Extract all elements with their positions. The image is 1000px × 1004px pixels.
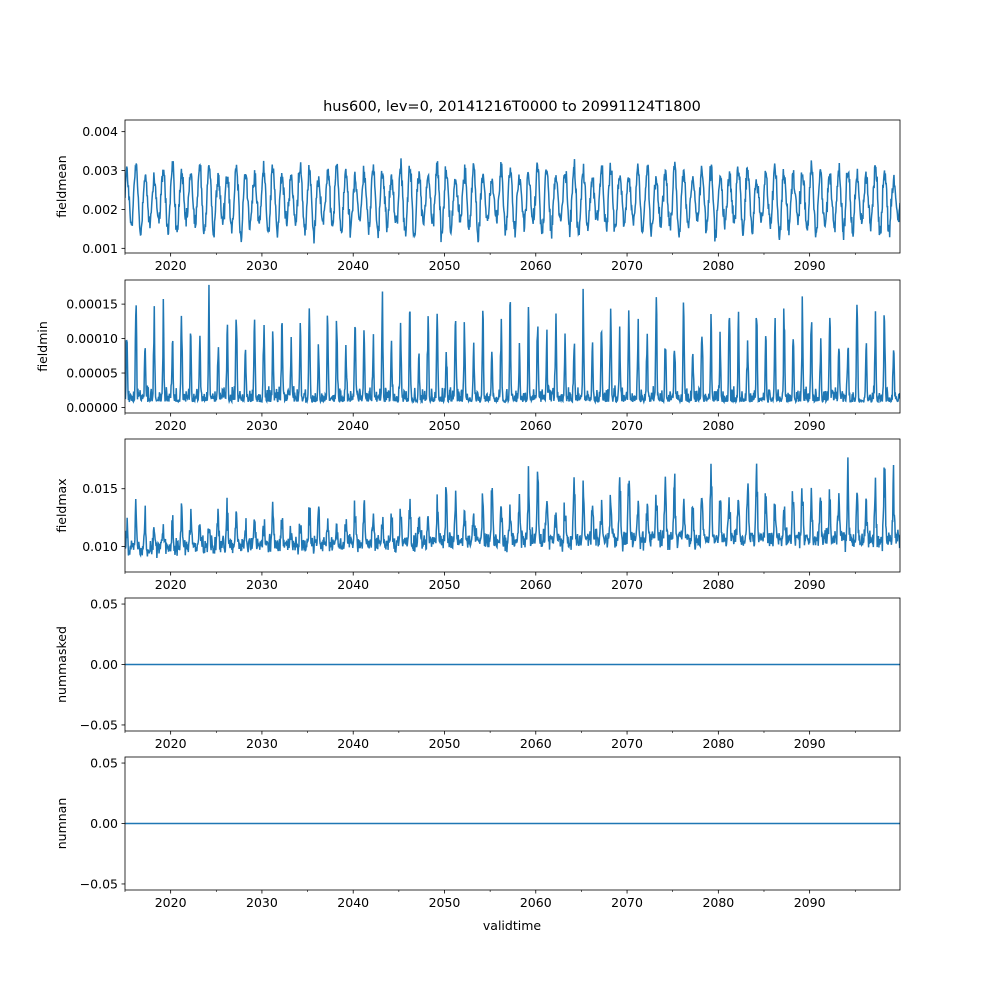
- x-axis-label: validtime: [483, 918, 541, 933]
- x-tick-label: 2040: [337, 577, 369, 592]
- series-line-fieldmax: [125, 457, 900, 559]
- x-tick-label: 2020: [155, 895, 187, 910]
- x-tick-label: 2070: [611, 258, 643, 273]
- figure-title: hus600, lev=0, 20141216T0000 to 20991124…: [323, 99, 701, 115]
- series-line-fieldmin: [125, 284, 900, 405]
- x-tick-label: 2060: [520, 258, 552, 273]
- x-tick-label: 2060: [520, 418, 552, 433]
- x-tick-label: 2080: [702, 577, 734, 592]
- y-axis-label: fieldmean: [54, 155, 69, 217]
- x-tick-label: 2060: [520, 895, 552, 910]
- x-tick-label: 2030: [246, 258, 278, 273]
- x-tick-label: 2090: [794, 736, 826, 751]
- y-axis-label: numnan: [54, 798, 69, 850]
- y-axis-label: nummasked: [54, 626, 69, 703]
- x-tick-label: 2040: [337, 258, 369, 273]
- panel-fieldmin: 2020 2030 2040 2050 2060 2070 2080 2090 0.00000 0…: [35, 279, 901, 433]
- x-tick-label: 2020: [155, 418, 187, 433]
- x-tick-label: 2030: [246, 895, 278, 910]
- x-tick-label: 2070: [611, 736, 643, 751]
- axes-frame: [124, 438, 901, 573]
- y-tick-label: 0.00: [90, 657, 118, 672]
- panel-nummasked: 2020 2030 2040 2050 2060 2070 2080 2090 −0.05 0.0…: [54, 597, 901, 751]
- x-tick-label: 2030: [246, 736, 278, 751]
- y-tick-label: −0.05: [80, 876, 118, 891]
- y-tick-label: −0.05: [80, 717, 118, 732]
- x-tick-label: 2050: [429, 577, 461, 592]
- y-axis-label: fieldmin: [35, 321, 50, 372]
- x-tick-label: 2030: [246, 418, 278, 433]
- x-tick-label: 2070: [611, 418, 643, 433]
- y-tick-label: 0.010: [82, 539, 118, 554]
- x-tick-label: 2040: [337, 736, 369, 751]
- x-tick-label: 2050: [429, 258, 461, 273]
- x-tick-label: 2080: [702, 736, 734, 751]
- x-tick-label: 2020: [155, 577, 187, 592]
- y-tick-label: 0.004: [82, 124, 118, 139]
- x-tick-label: 2090: [794, 577, 826, 592]
- x-tick-label: 2060: [520, 577, 552, 592]
- x-tick-label: 2020: [155, 258, 187, 273]
- y-tick-label: 0.003: [82, 163, 118, 178]
- y-tick-label: 0.00005: [66, 366, 118, 381]
- series-line-fieldmean: [125, 158, 900, 244]
- x-tick-label: 2080: [702, 258, 734, 273]
- x-tick-label: 2030: [246, 577, 278, 592]
- x-tick-label: 2020: [155, 736, 187, 751]
- x-tick-label: 2050: [429, 418, 461, 433]
- x-tick-label: 2070: [611, 577, 643, 592]
- x-tick-label: 2040: [337, 418, 369, 433]
- x-tick-label: 2070: [611, 895, 643, 910]
- panel-fieldmean: 2020 2030 2040 2050 2060 2070 2080 2090 0.001 0.0…: [54, 119, 901, 273]
- x-tick-label: 2080: [702, 895, 734, 910]
- y-tick-label: 0.05: [90, 756, 118, 771]
- y-tick-label: 0.00010: [66, 331, 118, 346]
- x-tick-label: 2050: [429, 895, 461, 910]
- y-tick-label: 0.05: [90, 597, 118, 612]
- panel-numnan: 2020 2030 2040 2050 2060 2070 2080 2090 −0.05 0.0…: [54, 756, 901, 910]
- panel-fieldmax: 2020 2030 2040 2050 2060 2070 2080 2090 0.010 0.0…: [54, 438, 901, 592]
- x-tick-label: 2040: [337, 895, 369, 910]
- y-axis-label: fieldmax: [54, 478, 69, 532]
- x-tick-label: 2080: [702, 418, 734, 433]
- x-tick-label: 2090: [794, 418, 826, 433]
- axes-frame: [124, 279, 901, 414]
- x-tick-label: 2050: [429, 736, 461, 751]
- x-tick-label: 2060: [520, 736, 552, 751]
- y-tick-label: 0.001: [82, 241, 118, 256]
- y-tick-label: 0.002: [82, 202, 118, 217]
- axes-frame: [124, 119, 901, 254]
- y-tick-label: 0.00: [90, 816, 118, 831]
- y-tick-label: 0.00000: [66, 400, 118, 415]
- y-tick-label: 0.015: [82, 481, 118, 496]
- x-tick-label: 2090: [794, 258, 826, 273]
- x-tick-label: 2090: [794, 895, 826, 910]
- y-tick-label: 0.00015: [66, 297, 118, 312]
